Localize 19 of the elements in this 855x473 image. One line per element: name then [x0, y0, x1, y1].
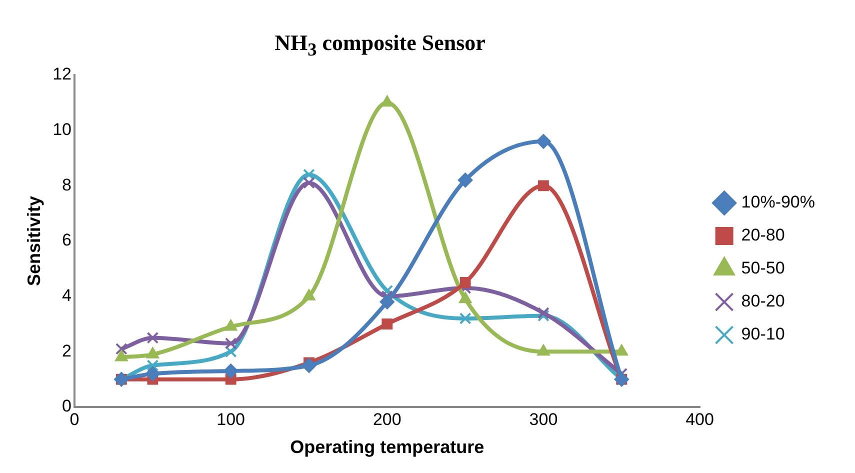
legend-label: 80-20 — [741, 292, 785, 311]
x-tick-label: 400 — [686, 410, 714, 429]
y-tick-label: 2 — [62, 341, 72, 360]
x-axis-title: Operating temperature — [290, 437, 484, 458]
legend-label: 50-50 — [741, 258, 785, 278]
chart-title: NH$_{3}$ composite Sensor — [274, 30, 486, 60]
legend-label: 90-10 — [741, 324, 785, 344]
y-axis-title: Sensitivity — [24, 196, 44, 286]
y-tick-label: 6 — [62, 230, 72, 250]
y-tick-label: 10 — [52, 120, 72, 140]
x-tick-label: 100 — [216, 410, 246, 429]
y-tick-label: 12 — [52, 64, 72, 84]
legend-label: 10%-90% — [741, 192, 816, 212]
y-tick-label: 4 — [62, 286, 72, 306]
y-tick-label: 0 — [62, 396, 72, 416]
y-tick-label: 8 — [62, 175, 72, 194]
x-tick-label: 200 — [372, 410, 402, 429]
x-tick-label: 300 — [529, 410, 558, 429]
legend-label: 20-80 — [741, 226, 785, 245]
